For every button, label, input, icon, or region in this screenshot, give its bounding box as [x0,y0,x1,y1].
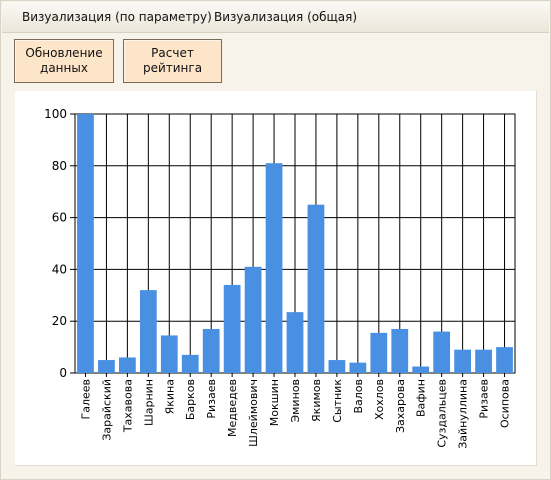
x-tick-label: Шлеймович [247,379,260,447]
bar [496,347,513,373]
bar [244,266,262,373]
update-data-button[interactable]: Обновление данных [14,39,114,83]
bar [328,360,346,373]
y-tick-label: 0 [59,366,67,380]
bar [433,331,451,373]
x-tick-label: Якина [163,379,176,414]
x-tick-label: Эминов [289,379,302,423]
bar [119,357,136,373]
x-tick-label: Сытник [331,379,344,423]
y-tick-label: 60 [52,211,67,225]
x-tick-label: Ризаев [478,379,491,419]
x-tick-label: Захарова [394,379,407,433]
x-tick-label: Зайнуллина [457,379,470,449]
y-tick-label: 80 [52,159,67,173]
bar-chart: 0 20 40 60 80 100 Галеев Зарайский Тахавова Шарни… [44,107,516,449]
calculate-rating-button[interactable]: Расчет рейтинга [123,39,222,83]
x-tick-label: Мокшин [268,379,281,426]
menu-bar: Визуализация (по параметру) Визуализация… [2,2,549,33]
y-tick-label: 100 [44,107,67,121]
bar [181,354,199,373]
x-tick-label: Шарнин [142,379,155,426]
x-tick-label: Зарайский [100,379,113,441]
bar [265,163,283,373]
x-tick-label: Галеев [79,379,92,420]
y-tick-label: 40 [52,262,67,276]
x-tick-label: Якимов [310,379,323,422]
x-tick-label: Суздальцев [436,379,449,448]
tab-visualization-parameter[interactable]: Визуализация (по параметру) [22,10,212,24]
bar [139,290,157,373]
bar [475,349,492,373]
bar [98,360,115,373]
x-tick-label: Вафин [415,379,428,417]
bar [286,312,304,373]
x-tick-label: Барков [184,379,197,420]
y-tick-label: 20 [52,314,67,328]
x-tick-label: Тахавова [121,379,134,433]
bar [307,204,325,373]
bar [202,328,220,373]
x-tick-label: Осипова [499,379,512,428]
x-tick-label: Медведев [226,379,239,437]
x-tick-label: Хохлов [373,379,386,420]
x-tick-label: Валов [352,379,365,414]
chart-panel: 0 20 40 60 80 100 Галеев Зарайский Тахавова Шарни… [15,91,537,466]
bar [223,284,241,373]
bar [370,332,388,373]
bar [77,114,94,373]
tab-visualization-general[interactable]: Визуализация (общая) [214,10,358,24]
bar [160,335,178,373]
bar [349,362,367,373]
bar [391,328,409,373]
bar [412,366,430,373]
bar [454,349,471,373]
x-tick-label: Ризаев [205,379,218,419]
